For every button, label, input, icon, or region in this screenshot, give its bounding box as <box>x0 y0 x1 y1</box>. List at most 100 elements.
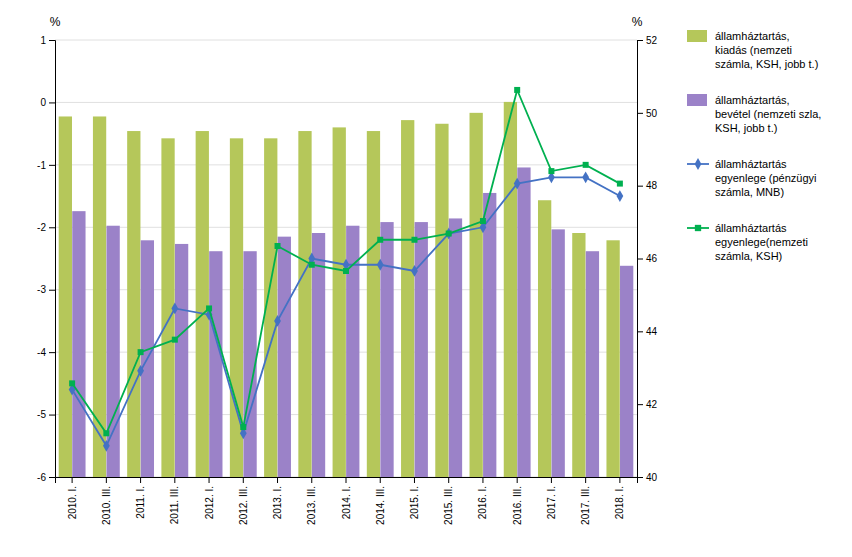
tick-mark <box>637 113 643 114</box>
tick: 44 <box>637 326 658 337</box>
tick-mark <box>585 477 586 483</box>
tick: 2012. I. <box>204 477 215 519</box>
legend-item: államháztartás,kiadás (nemzetiszámla, KS… <box>687 30 818 70</box>
tick: 48 <box>637 180 658 191</box>
bar <box>333 127 346 477</box>
tick-mark <box>49 40 55 41</box>
tick-mark <box>49 415 55 416</box>
tick-label: 2012. I. <box>204 486 215 519</box>
legend-label: államháztartás egyenlege (pénzügyi számla,… <box>715 158 817 198</box>
tick: -5 <box>37 409 55 420</box>
bar <box>298 131 311 477</box>
tick-mark <box>49 352 55 353</box>
legend-label-line: számla, KSH) <box>715 250 782 262</box>
bar <box>470 113 483 477</box>
axis-line <box>56 478 638 484</box>
legend-label-line: számla, MNB) <box>715 186 784 198</box>
tick-mark <box>311 477 312 483</box>
legend-label-line: bevétel (nemzeti szla, <box>715 108 821 120</box>
tick-label: 2010. I. <box>67 486 78 519</box>
marker <box>240 424 246 430</box>
bar <box>517 167 530 477</box>
bar <box>449 218 462 477</box>
tick-mark <box>482 477 483 483</box>
marker <box>377 259 384 271</box>
axis-title: % <box>50 15 61 29</box>
tick-label: 2015. I. <box>409 486 420 519</box>
tick-mark <box>637 186 643 187</box>
tick: 2013. I. <box>272 477 283 519</box>
y-axis: -6-5-4-3-2-101 <box>37 35 55 483</box>
tick: 2017. III. <box>580 477 591 525</box>
tick: 2011. III. <box>169 477 180 524</box>
tick-label: 2018. I. <box>614 486 625 519</box>
legend-label-line: államháztartás, <box>715 94 790 106</box>
marker <box>411 237 417 243</box>
bar-series <box>59 102 620 477</box>
tick: 2016. I. <box>477 477 488 519</box>
tick: 2014. I. <box>341 477 352 519</box>
tick: 1 <box>40 35 55 46</box>
tick-label: 46 <box>646 253 658 264</box>
tick-label: 2014. III. <box>375 486 386 525</box>
bar <box>312 233 325 477</box>
tick-label: 2016. I. <box>477 486 488 519</box>
tick-label: 44 <box>646 326 658 337</box>
tick: 2015. III. <box>443 477 454 525</box>
axis-line <box>638 41 644 478</box>
bar <box>72 211 85 477</box>
legend-swatch <box>687 30 707 42</box>
tick-label: 42 <box>646 399 658 410</box>
tick-label: 2011. I. <box>135 486 146 519</box>
tick: 2011. I. <box>135 477 146 519</box>
tick-label: 1 <box>40 35 46 46</box>
marker <box>138 349 144 355</box>
tick: 2013. III. <box>306 477 317 525</box>
tick-label: 52 <box>646 35 658 46</box>
tick-mark <box>517 477 518 483</box>
tick-mark <box>414 477 415 483</box>
marker <box>103 430 109 436</box>
tick-label: 2013. I. <box>272 486 283 519</box>
legend-label-line: egyenlege (pénzügyi <box>715 172 817 184</box>
bar <box>415 222 428 477</box>
tick-mark <box>174 477 175 483</box>
marker <box>616 190 623 202</box>
marker <box>514 178 521 190</box>
tick-mark <box>209 477 210 483</box>
legend-label-line: államháztartás <box>715 158 787 170</box>
tick-label: 2015. III. <box>443 486 454 525</box>
tick: -6 <box>37 472 55 483</box>
legend-item: államháztartásegyenlege(nemzetiszámla, K… <box>687 222 808 262</box>
tick-label: -3 <box>37 284 46 295</box>
tick-mark <box>380 477 381 483</box>
bar <box>620 266 633 477</box>
tick-label: -6 <box>37 472 46 483</box>
marker <box>446 231 452 237</box>
legend-label-line: kiadás (nemzeti <box>715 44 792 56</box>
tick-label: 2016. III. <box>512 486 523 525</box>
marker <box>583 162 589 168</box>
tick-mark <box>49 102 55 103</box>
tick-label: -4 <box>37 347 46 358</box>
legend: államháztartás, kiadás (nemzeti számla, KS… <box>687 30 821 262</box>
marker <box>137 365 144 377</box>
tick-mark <box>448 477 449 483</box>
tick-mark <box>243 477 244 483</box>
marker <box>274 315 281 327</box>
line <box>72 90 620 433</box>
marker <box>617 181 623 187</box>
bar <box>538 200 551 477</box>
plot: -6-5-4-3-2-101404244464850522010. I.2010… <box>37 15 657 557</box>
bar <box>380 222 393 477</box>
x-axis: 2010. I.2010. III.2011. I.2011. III.2012… <box>56 477 638 525</box>
tick: 2010. I. <box>67 477 78 519</box>
bar <box>586 251 599 477</box>
bar-series <box>72 167 633 477</box>
tick: -4 <box>37 347 55 358</box>
tick-mark <box>72 477 73 483</box>
tick: 2014. III. <box>375 477 386 525</box>
marker <box>309 262 315 268</box>
tick-mark <box>637 331 643 332</box>
marks <box>59 87 634 477</box>
